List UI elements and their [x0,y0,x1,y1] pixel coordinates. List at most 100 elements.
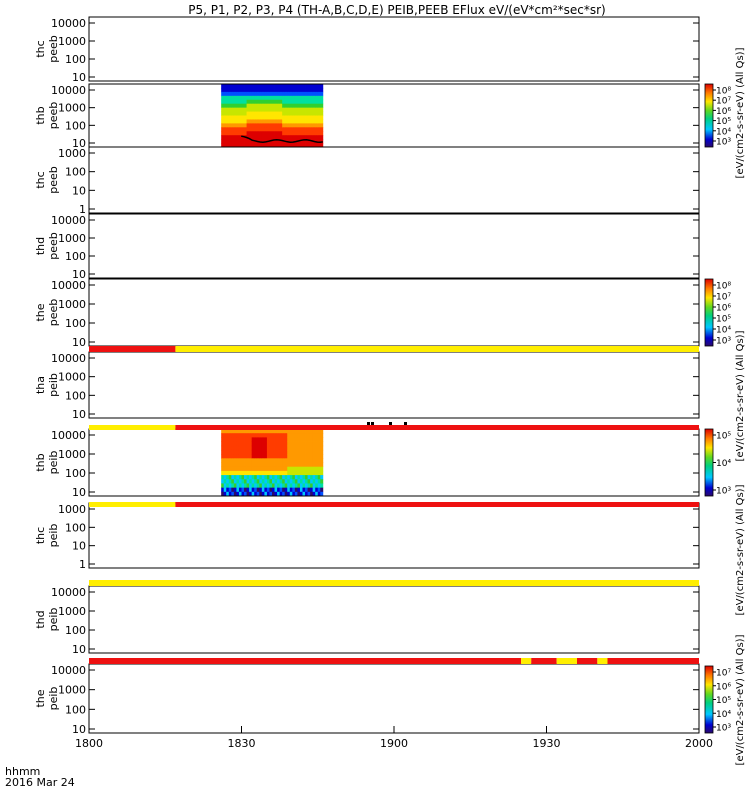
spectrogram-thb-peeb [221,84,324,148]
spectrogram-cell [221,454,225,459]
spectrogram-cell [317,487,321,493]
spectrogram-cell [297,127,301,132]
spectrogram-cell [315,91,319,97]
spectrogram-cell [249,454,253,459]
spectrogram-cell [284,143,288,148]
spectrogram-cell [249,107,253,112]
spectrogram-cell [279,143,283,148]
spectrogram-cell [279,454,283,459]
spectrogram-cell [317,479,321,484]
spectrogram-cell [279,433,283,438]
status-segment-yellow [556,658,577,664]
spectrogram-cell [294,135,298,140]
spectrogram-cell [284,119,288,124]
spectrogram-cell [226,475,230,480]
spectrogram-cell [312,127,316,132]
spectrogram-cell [294,143,298,148]
spectrogram-cell [256,84,260,89]
spectrogram-cell [287,107,291,112]
spectrogram-cell [236,491,240,497]
spectrogram-cell [277,470,281,476]
spectrogram-cell [305,429,308,434]
spectrogram-cell [294,115,298,120]
spectrogram-cell [310,475,314,480]
spectrogram-cell [279,491,283,497]
spectrogram-cell [317,483,321,489]
spectrogram-cell [277,131,281,136]
spectrogram-cell [294,84,298,89]
data-marker [371,422,374,425]
spectrogram-cell [302,87,306,93]
spectrogram-cell [274,119,278,124]
spectrogram-cell [266,99,270,105]
spectrogram-cell [310,115,314,120]
spectrogram-cell [236,143,240,148]
spectrogram-cell [266,445,270,451]
spectrogram-cell [226,466,230,472]
spectrogram-cell [289,479,293,484]
spectrogram-cell [312,91,316,97]
spectrogram-cell [289,449,293,455]
spectrogram-cell [299,458,303,463]
spectrogram-cell [244,487,247,493]
spectrogram-cell [274,491,278,497]
y-tick-label: 1 [79,203,86,216]
spectrogram-cell [312,143,316,148]
spectrogram-cell [246,491,250,497]
spectrogram-cell [266,466,270,472]
spectrogram-cell [223,139,227,144]
spectrogram-cell [284,445,288,451]
spectrogram-cell [264,84,268,89]
spectrogram-cell [274,91,278,97]
spectrogram-cell [221,475,225,480]
spectrogram-cell [264,445,268,451]
spectrogram-cell [299,462,303,468]
spectrogram-cell [266,454,270,459]
spectrogram-cell [228,483,232,489]
spectrogram-cell [279,487,283,493]
panel-probe-label: thd [34,610,47,628]
spectrogram-cell [305,454,308,459]
spectrogram-cell [223,462,227,468]
spectrogram-cell [249,143,253,148]
spectrogram-cell [249,441,253,447]
spectrogram-cell [241,84,245,89]
spectrogram-cell [289,466,293,472]
spectrogram-cell [256,466,260,472]
spectrogram-cell [282,470,286,476]
spectrogram-cell [261,123,265,128]
spectrogram-cell [238,115,242,120]
spectrogram-cell [272,479,275,484]
spectrogram-cell [287,454,291,459]
spectrogram-cell [233,449,237,455]
spectrogram-cell [302,115,306,120]
spectrogram-cell [246,479,250,484]
spectrogram-cell [302,103,306,109]
spectrogram-cell [284,123,288,128]
spectrogram-cell [223,441,227,447]
spectrogram-cell [249,462,253,468]
spectrogram-cell [228,487,232,493]
spectrogram-cell [259,123,263,128]
spectrogram-cell [287,103,291,109]
spectrogram-cell [256,91,260,97]
x-tick-label: 2000 [685,737,713,750]
panel-data-label: peib [47,451,60,475]
spectrogram-cell [279,91,283,97]
spectrogram-cell [264,107,268,112]
spectrogram-cell [261,95,265,101]
x-tick-label: 1830 [228,737,256,750]
spectrogram-cell [228,123,232,128]
spectrogram-cell [226,127,230,132]
spectrogram-cell [320,119,324,124]
spectrogram-cell [310,487,314,493]
spectrogram-cell [244,470,247,476]
spectrogram-cell [294,466,298,472]
spectrogram-cell [287,91,291,97]
spectrogram-cell [294,131,298,136]
spectrogram-cell [274,99,278,105]
spectrogram-cell [228,445,232,451]
spectrogram-cell [310,84,314,89]
spectrogram-cell [310,429,314,434]
spectrogram-cell [241,479,245,484]
